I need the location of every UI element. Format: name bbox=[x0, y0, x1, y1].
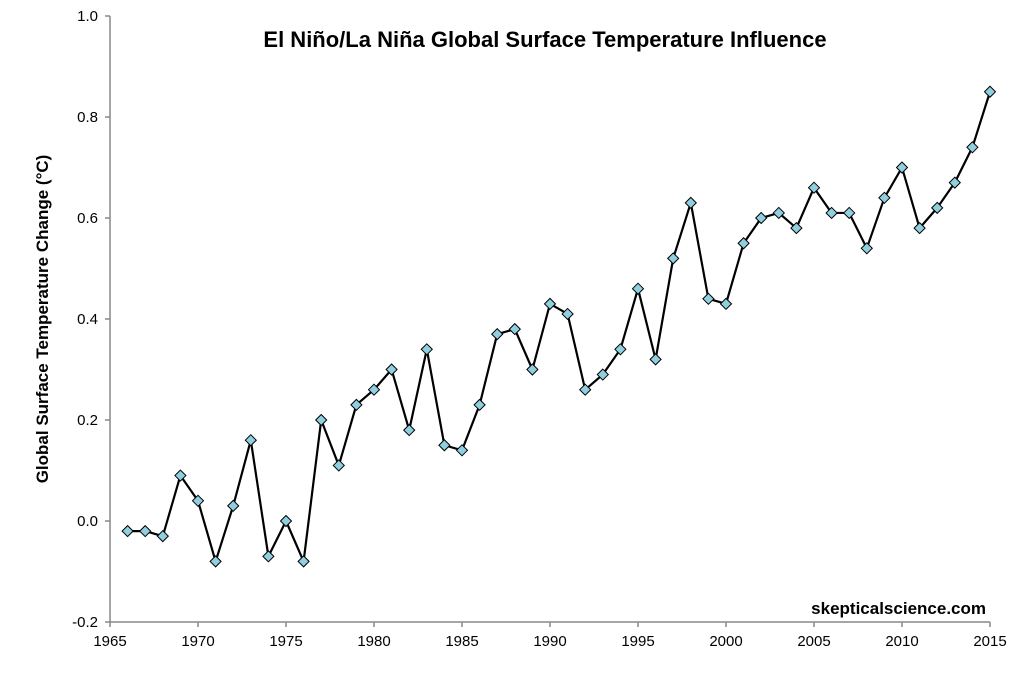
data-point bbox=[913, 221, 926, 235]
data-point bbox=[543, 297, 557, 311]
data-point bbox=[402, 423, 416, 437]
x-tick-label: 2000 bbox=[709, 633, 742, 650]
data-point bbox=[438, 439, 451, 452]
data-point bbox=[367, 383, 381, 396]
data-point bbox=[121, 524, 134, 538]
data-point bbox=[878, 191, 891, 205]
x-tick-label: 1990 bbox=[533, 633, 566, 650]
data-point bbox=[842, 206, 856, 220]
data-point bbox=[191, 494, 205, 508]
series bbox=[121, 85, 997, 568]
data-point bbox=[138, 524, 152, 538]
data-point bbox=[244, 433, 258, 447]
data-point bbox=[332, 459, 346, 472]
x-tick-label: 1985 bbox=[445, 633, 478, 650]
data-point bbox=[226, 499, 240, 513]
data-point bbox=[385, 363, 398, 376]
data-point bbox=[737, 237, 750, 250]
data-point bbox=[526, 363, 539, 376]
data-point bbox=[895, 161, 909, 174]
y-tick-label: 0.2 bbox=[77, 412, 98, 429]
y-tick-label: 1.0 bbox=[77, 8, 98, 25]
x-tick-label: 1980 bbox=[357, 633, 390, 650]
data-point bbox=[209, 555, 222, 568]
data-point bbox=[490, 327, 504, 341]
series-line bbox=[127, 91, 992, 563]
data-point bbox=[508, 322, 522, 336]
x-tick-label: 1975 bbox=[269, 633, 302, 650]
data-point bbox=[948, 176, 962, 189]
data-point bbox=[930, 201, 944, 215]
x-tick-label: 1965 bbox=[93, 633, 126, 650]
data-point bbox=[473, 398, 486, 412]
x-tick-label: 2005 bbox=[797, 633, 830, 650]
data-point bbox=[156, 529, 170, 543]
y-tick-label: 0.4 bbox=[77, 311, 98, 328]
data-point bbox=[649, 353, 662, 366]
data-point bbox=[420, 343, 434, 356]
y-axis-label: Global Surface Temperature Change (°C) bbox=[33, 155, 52, 484]
data-point bbox=[578, 383, 592, 396]
data-point bbox=[684, 196, 698, 210]
x-tick-label: 2010 bbox=[885, 633, 918, 650]
data-point bbox=[614, 343, 627, 356]
data-point bbox=[314, 413, 328, 427]
data-point bbox=[983, 85, 997, 98]
data-point bbox=[754, 211, 768, 225]
axes: -0.2 0.0 0.2 0.4 0.6 0.8 1.0 1965 1970 1975 1980 19… bbox=[72, 8, 1007, 650]
data-point bbox=[297, 555, 310, 568]
data-point bbox=[279, 514, 293, 528]
chart-title: El Niño/La Niña Global Surface Temperatu… bbox=[263, 27, 826, 52]
x-tick-label: 2015 bbox=[973, 633, 1006, 650]
y-tick-label: -0.2 bbox=[72, 614, 98, 631]
data-point bbox=[966, 141, 979, 154]
data-point bbox=[631, 282, 645, 295]
data-point bbox=[719, 297, 733, 311]
x-tick-label: 1995 bbox=[621, 633, 654, 650]
watermark: skepticalscience.com bbox=[811, 599, 986, 618]
data-point bbox=[825, 206, 838, 220]
data-point bbox=[702, 292, 715, 306]
data-point bbox=[666, 252, 680, 265]
data-point bbox=[262, 550, 275, 563]
data-point bbox=[772, 206, 786, 220]
y-tick-label: 0.0 bbox=[77, 513, 98, 530]
data-point bbox=[790, 221, 803, 235]
x-tick-label: 1970 bbox=[181, 633, 214, 650]
data-point bbox=[596, 368, 610, 381]
data-point bbox=[455, 444, 469, 457]
y-tick-label: 0.6 bbox=[77, 210, 98, 227]
data-point bbox=[860, 242, 874, 255]
data-point bbox=[807, 181, 821, 194]
data-point bbox=[350, 398, 363, 412]
y-tick-label: 0.8 bbox=[77, 109, 98, 126]
data-point bbox=[561, 307, 574, 321]
data-point bbox=[174, 469, 187, 482]
